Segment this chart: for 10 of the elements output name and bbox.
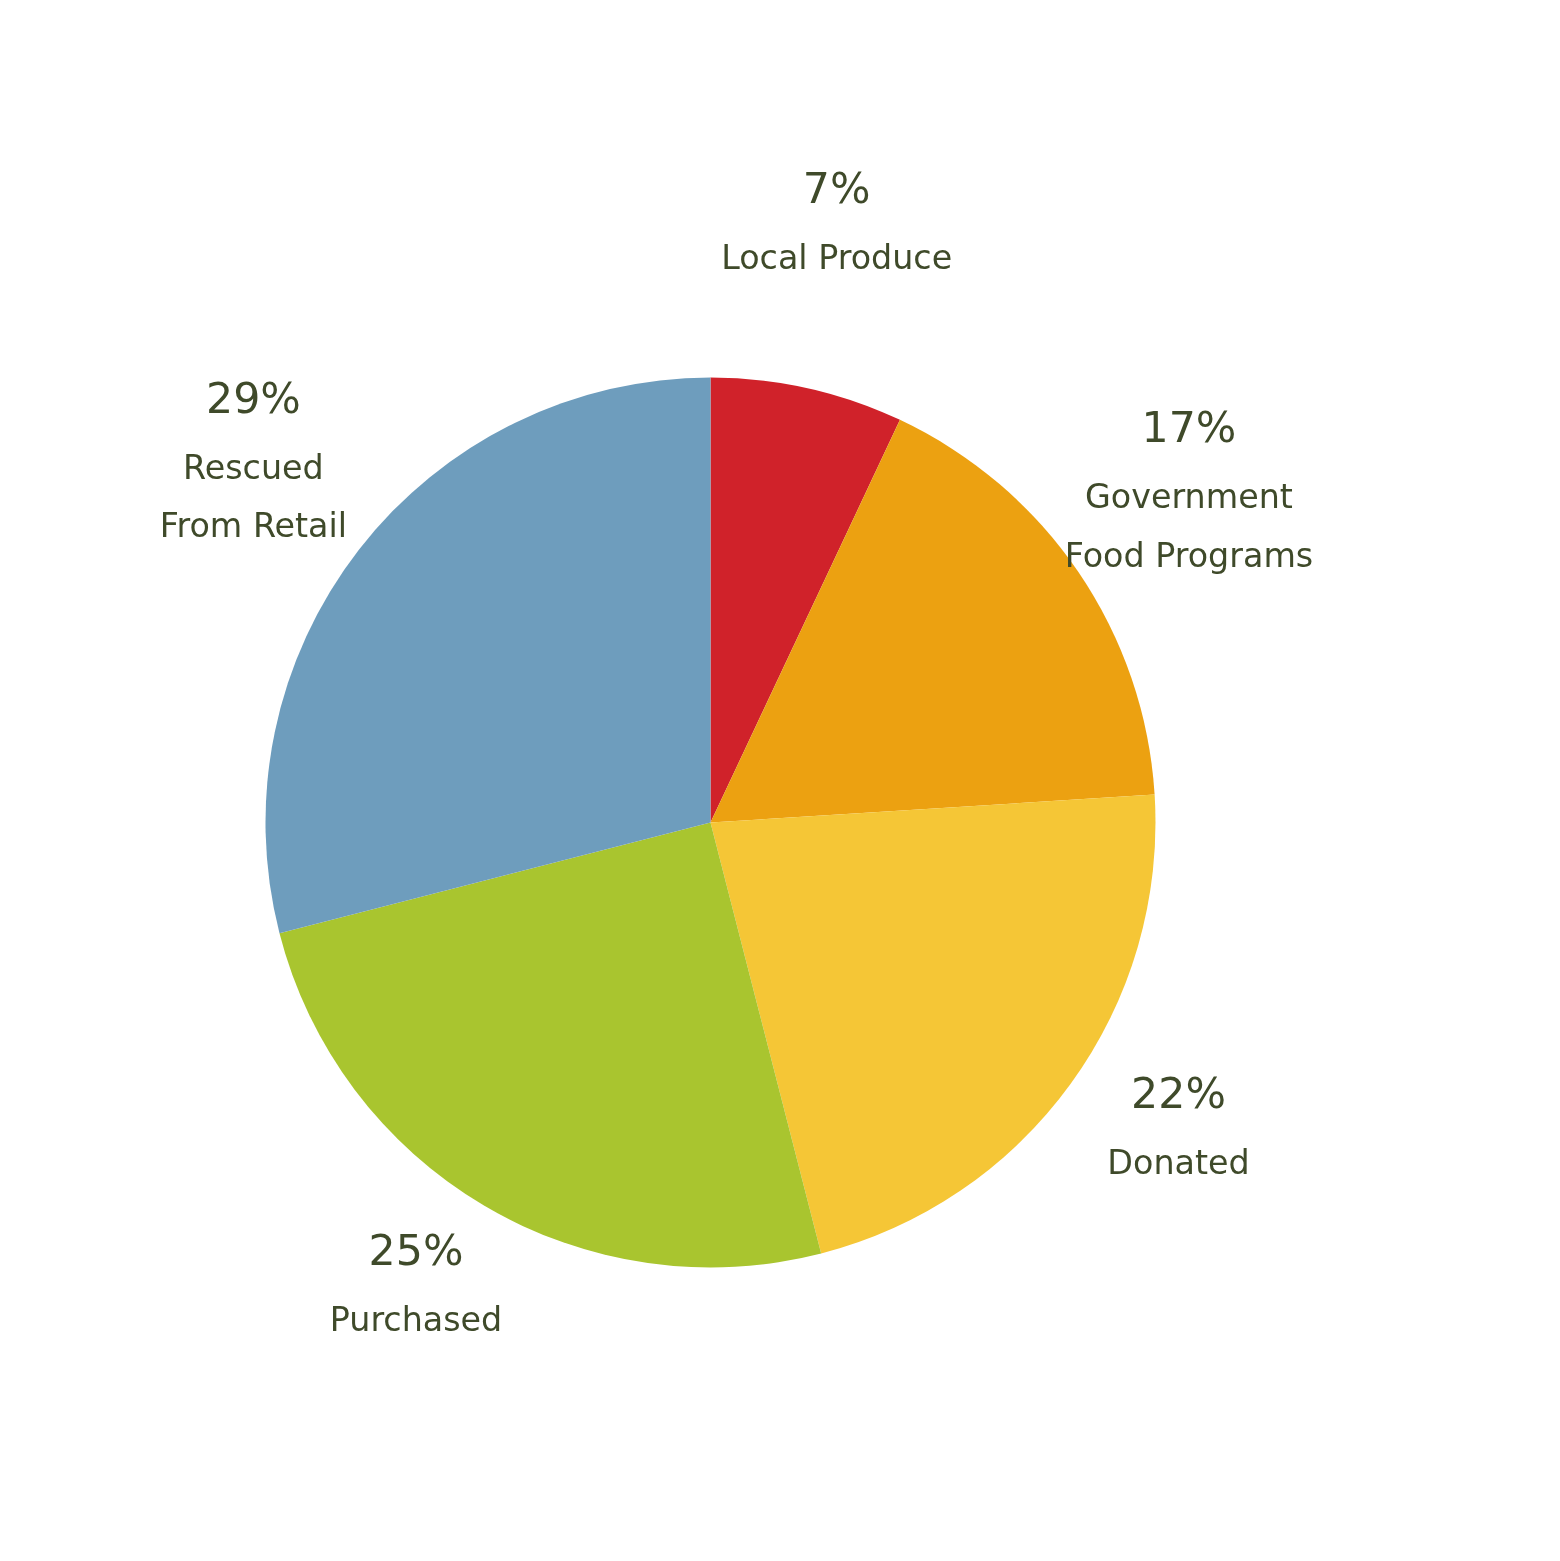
slice-label: Government Food Programs [1064, 477, 1314, 575]
data-label: 17% [1141, 402, 1237, 453]
slice-label: Rescued From Retail [159, 447, 348, 546]
data-label: 7% [802, 162, 871, 213]
slice-label: Donated [1107, 1142, 1250, 1182]
data-label: 25% [368, 1225, 464, 1276]
data-label: 22% [1131, 1067, 1226, 1118]
slice-label: Local Produce [721, 237, 953, 277]
slice-label: Purchased [329, 1300, 503, 1340]
data-label: 29% [205, 372, 301, 423]
